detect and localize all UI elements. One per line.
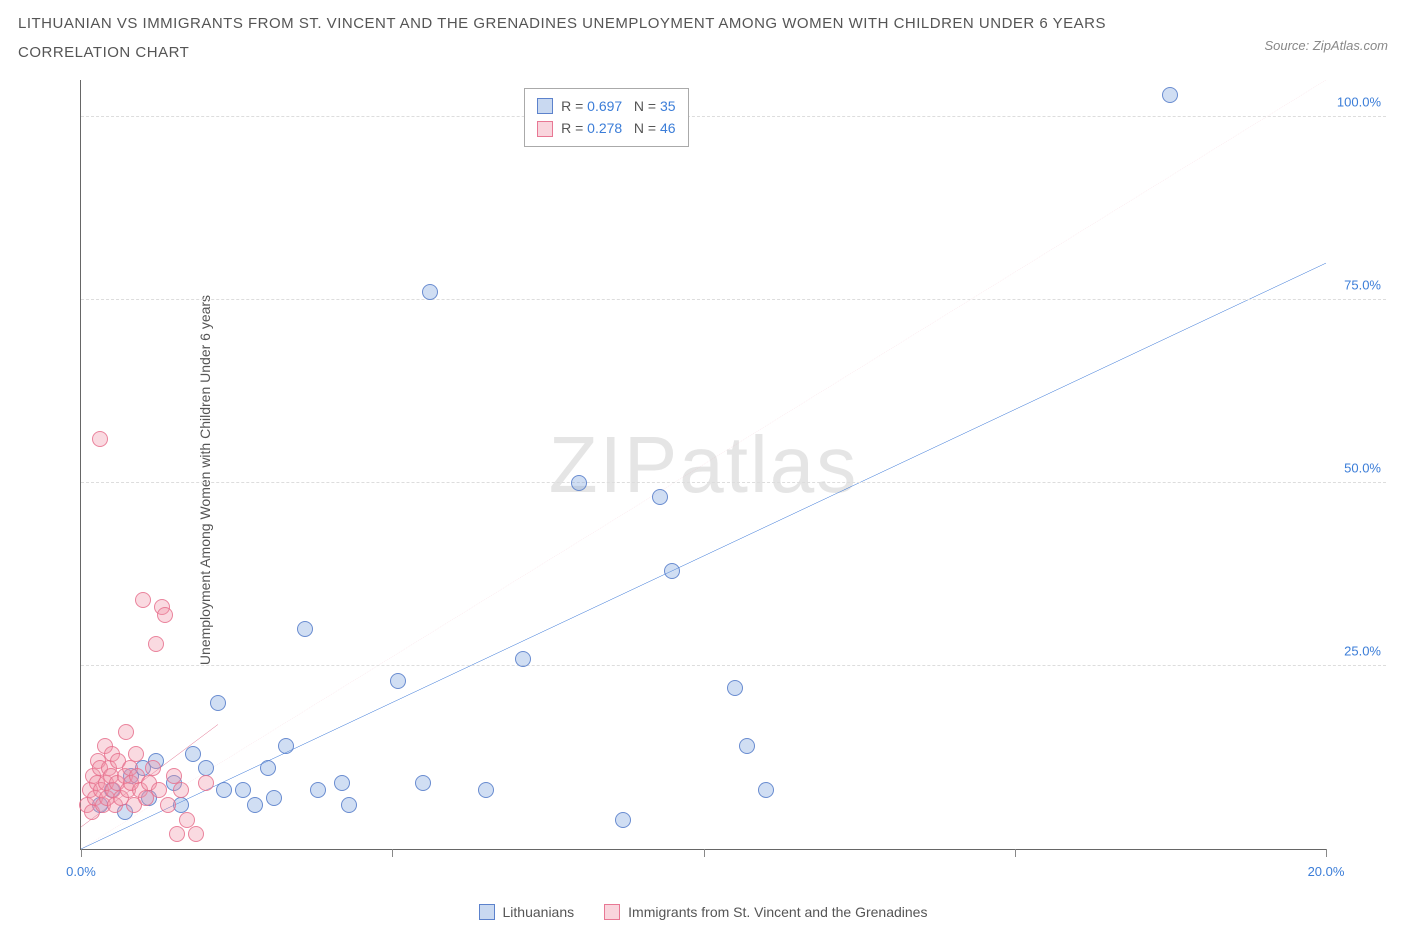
y-tick-label: 25.0% bbox=[1344, 643, 1381, 658]
watermark: ZIPatlas bbox=[549, 419, 858, 511]
data-point bbox=[1162, 87, 1178, 103]
x-tick bbox=[81, 849, 82, 857]
source-label: Source: ZipAtlas.com bbox=[1264, 38, 1388, 53]
data-point bbox=[128, 746, 144, 762]
swatch-blue-icon bbox=[537, 98, 553, 114]
data-point bbox=[157, 607, 173, 623]
data-point bbox=[571, 475, 587, 491]
data-point bbox=[297, 621, 313, 637]
data-point bbox=[185, 746, 201, 762]
x-tick bbox=[704, 849, 705, 857]
data-point bbox=[216, 782, 232, 798]
data-point bbox=[235, 782, 251, 798]
data-point bbox=[188, 826, 204, 842]
trend-lines bbox=[81, 80, 1326, 849]
data-point bbox=[169, 826, 185, 842]
data-point bbox=[310, 782, 326, 798]
chart-title: LITHUANIAN VS IMMIGRANTS FROM ST. VINCEN… bbox=[18, 10, 1118, 67]
correlation-stats-box: R = 0.697 N = 35R = 0.278 N = 46 bbox=[524, 88, 688, 147]
y-tick-label: 100.0% bbox=[1337, 94, 1381, 109]
data-point bbox=[173, 782, 189, 798]
x-tick-label: 20.0% bbox=[1308, 864, 1345, 879]
data-point bbox=[260, 760, 276, 776]
legend-label: Lithuanians bbox=[503, 904, 575, 920]
data-point bbox=[166, 768, 182, 784]
gridline bbox=[81, 665, 1386, 666]
data-point bbox=[135, 592, 151, 608]
x-tick bbox=[1015, 849, 1016, 857]
legend-swatch-icon bbox=[479, 904, 495, 920]
scatter-plot: ZIPatlas 25.0%50.0%75.0%100.0%0.0%20.0% bbox=[80, 80, 1326, 850]
data-point bbox=[151, 782, 167, 798]
data-point bbox=[198, 760, 214, 776]
data-point bbox=[739, 738, 755, 754]
data-point bbox=[145, 760, 161, 776]
swatch-pink-icon bbox=[537, 121, 553, 137]
data-point bbox=[247, 797, 263, 813]
legend-swatch-icon bbox=[604, 904, 620, 920]
data-point bbox=[118, 724, 134, 740]
data-point bbox=[334, 775, 350, 791]
data-point bbox=[210, 695, 226, 711]
data-point bbox=[727, 680, 743, 696]
data-point bbox=[341, 797, 357, 813]
stats-row: R = 0.278 N = 46 bbox=[537, 117, 675, 139]
x-tick bbox=[392, 849, 393, 857]
x-tick-label: 0.0% bbox=[66, 864, 96, 879]
data-point bbox=[652, 489, 668, 505]
y-tick-label: 50.0% bbox=[1344, 460, 1381, 475]
stats-row: R = 0.697 N = 35 bbox=[537, 95, 675, 117]
x-tick bbox=[1326, 849, 1327, 857]
y-tick-label: 75.0% bbox=[1344, 277, 1381, 292]
data-point bbox=[179, 812, 195, 828]
gridline bbox=[81, 482, 1386, 483]
legend-label: Immigrants from St. Vincent and the Gren… bbox=[628, 904, 927, 920]
data-point bbox=[148, 636, 164, 652]
legend-item: Immigrants from St. Vincent and the Gren… bbox=[604, 904, 927, 920]
chart-area: Unemployment Among Women with Children U… bbox=[60, 80, 1386, 880]
data-point bbox=[198, 775, 214, 791]
data-point bbox=[415, 775, 431, 791]
legend: Lithuanians Immigrants from St. Vincent a… bbox=[0, 904, 1406, 920]
data-point bbox=[664, 563, 680, 579]
data-point bbox=[390, 673, 406, 689]
data-point bbox=[615, 812, 631, 828]
data-point bbox=[266, 790, 282, 806]
data-point bbox=[758, 782, 774, 798]
gridline bbox=[81, 299, 1386, 300]
data-point bbox=[92, 431, 108, 447]
data-point bbox=[515, 651, 531, 667]
data-point bbox=[278, 738, 294, 754]
legend-item: Lithuanians bbox=[479, 904, 575, 920]
data-point bbox=[478, 782, 494, 798]
data-point bbox=[422, 284, 438, 300]
data-point bbox=[160, 797, 176, 813]
gridline bbox=[81, 116, 1386, 117]
